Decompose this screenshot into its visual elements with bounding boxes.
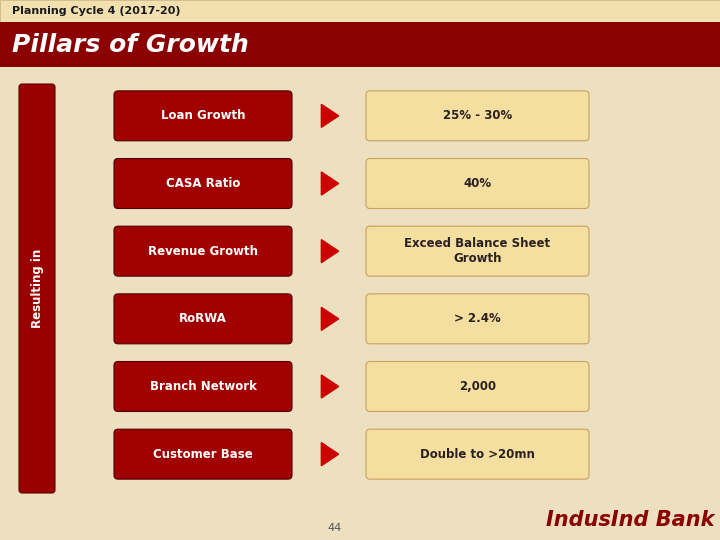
FancyBboxPatch shape	[114, 91, 292, 141]
FancyBboxPatch shape	[366, 226, 589, 276]
FancyBboxPatch shape	[366, 91, 589, 141]
FancyBboxPatch shape	[114, 226, 292, 276]
Text: > 2.4%: > 2.4%	[454, 312, 501, 325]
FancyBboxPatch shape	[114, 159, 292, 208]
FancyBboxPatch shape	[0, 0, 720, 22]
Text: Revenue Growth: Revenue Growth	[148, 245, 258, 258]
Polygon shape	[321, 104, 338, 127]
Polygon shape	[321, 307, 338, 330]
FancyBboxPatch shape	[366, 361, 589, 411]
Text: 25% - 30%: 25% - 30%	[443, 109, 512, 123]
Text: Resulting in: Resulting in	[30, 249, 43, 328]
FancyBboxPatch shape	[366, 294, 589, 344]
Text: 2,000: 2,000	[459, 380, 496, 393]
Text: Loan Growth: Loan Growth	[161, 109, 246, 123]
FancyBboxPatch shape	[366, 159, 589, 208]
Text: RoRWA: RoRWA	[179, 312, 227, 325]
Text: Customer Base: Customer Base	[153, 448, 253, 461]
Text: Exceed Balance Sheet
Growth: Exceed Balance Sheet Growth	[405, 237, 551, 265]
Text: CASA Ratio: CASA Ratio	[166, 177, 240, 190]
FancyBboxPatch shape	[19, 84, 55, 493]
Text: Branch Network: Branch Network	[150, 380, 256, 393]
FancyBboxPatch shape	[0, 22, 720, 67]
Text: 40%: 40%	[464, 177, 492, 190]
FancyBboxPatch shape	[114, 294, 292, 344]
FancyBboxPatch shape	[366, 429, 589, 479]
Text: IndusInd Bank: IndusInd Bank	[546, 510, 714, 530]
Text: 44: 44	[328, 523, 342, 533]
FancyBboxPatch shape	[114, 429, 292, 479]
Polygon shape	[321, 375, 338, 398]
FancyBboxPatch shape	[114, 361, 292, 411]
FancyBboxPatch shape	[0, 67, 720, 540]
Text: Double to >20mn: Double to >20mn	[420, 448, 535, 461]
Text: Planning Cycle 4 (2017-20): Planning Cycle 4 (2017-20)	[12, 6, 181, 16]
Polygon shape	[321, 240, 338, 262]
Polygon shape	[321, 443, 338, 465]
Text: Pillars of Growth: Pillars of Growth	[12, 32, 248, 57]
Polygon shape	[321, 172, 338, 195]
